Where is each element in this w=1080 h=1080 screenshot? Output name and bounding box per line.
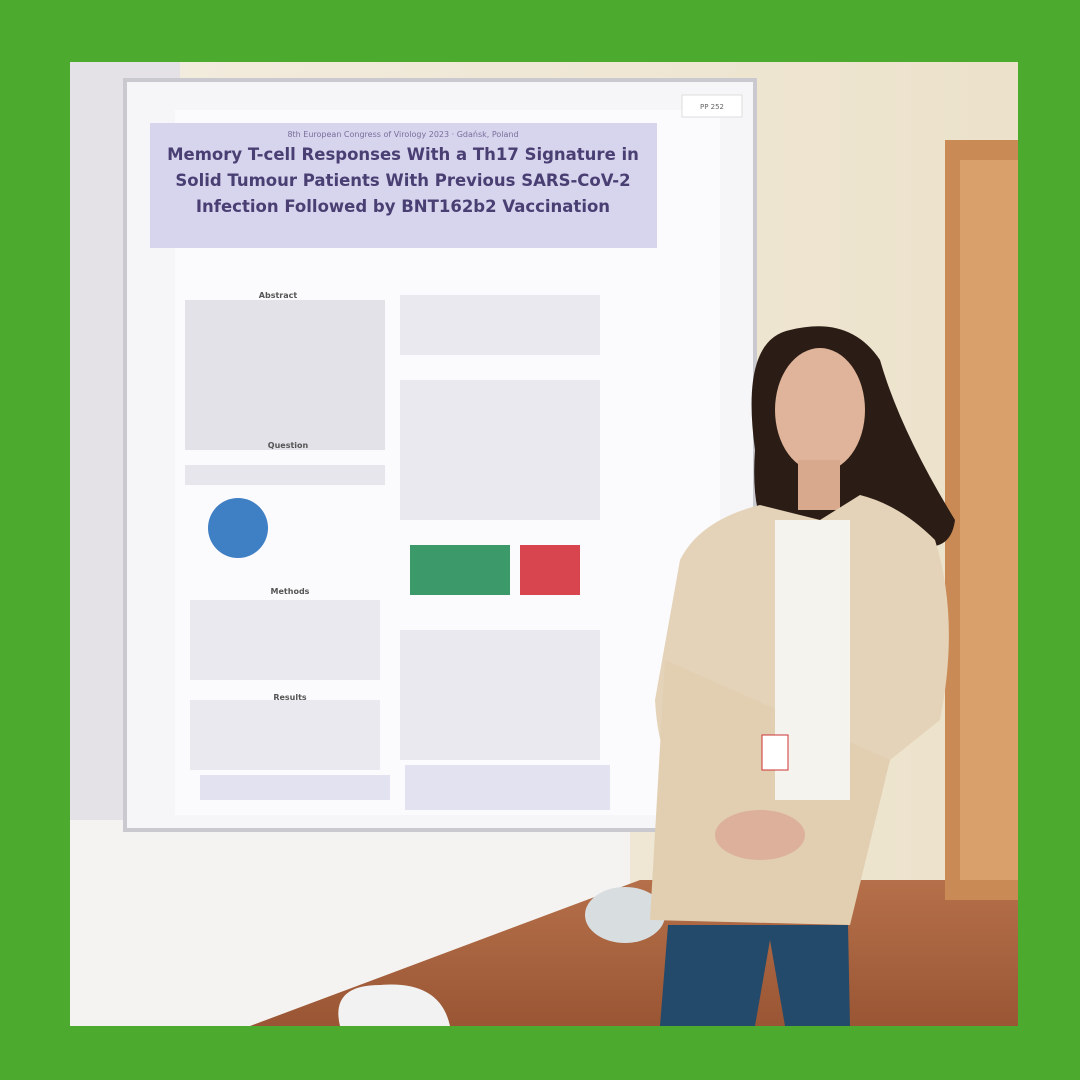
photo: PP 252 8th European Congress of Virology… <box>70 62 1018 1026</box>
title-line: Memory T-cell Responses With a Th17 Sign… <box>167 145 639 164</box>
poster-tag: PP 252 <box>700 103 724 111</box>
tag-box <box>681 94 743 118</box>
section-heading: Question <box>268 441 309 450</box>
door <box>960 160 1018 880</box>
poster-body <box>185 295 610 810</box>
conference: 8th European Congress of Virology 2023 ·… <box>287 130 518 139</box>
title-box <box>150 123 657 248</box>
stand-base <box>585 887 665 943</box>
section-heading: Results <box>273 693 307 702</box>
section-heading: Abstract <box>259 291 298 300</box>
title-line: Infection Followed by BNT162b2 Vaccinati… <box>196 197 610 216</box>
bag <box>338 984 450 1026</box>
section-heading: Methods <box>271 587 310 596</box>
title-line: Solid Tumour Patients With Previous SARS… <box>175 171 630 190</box>
person <box>650 326 955 1026</box>
